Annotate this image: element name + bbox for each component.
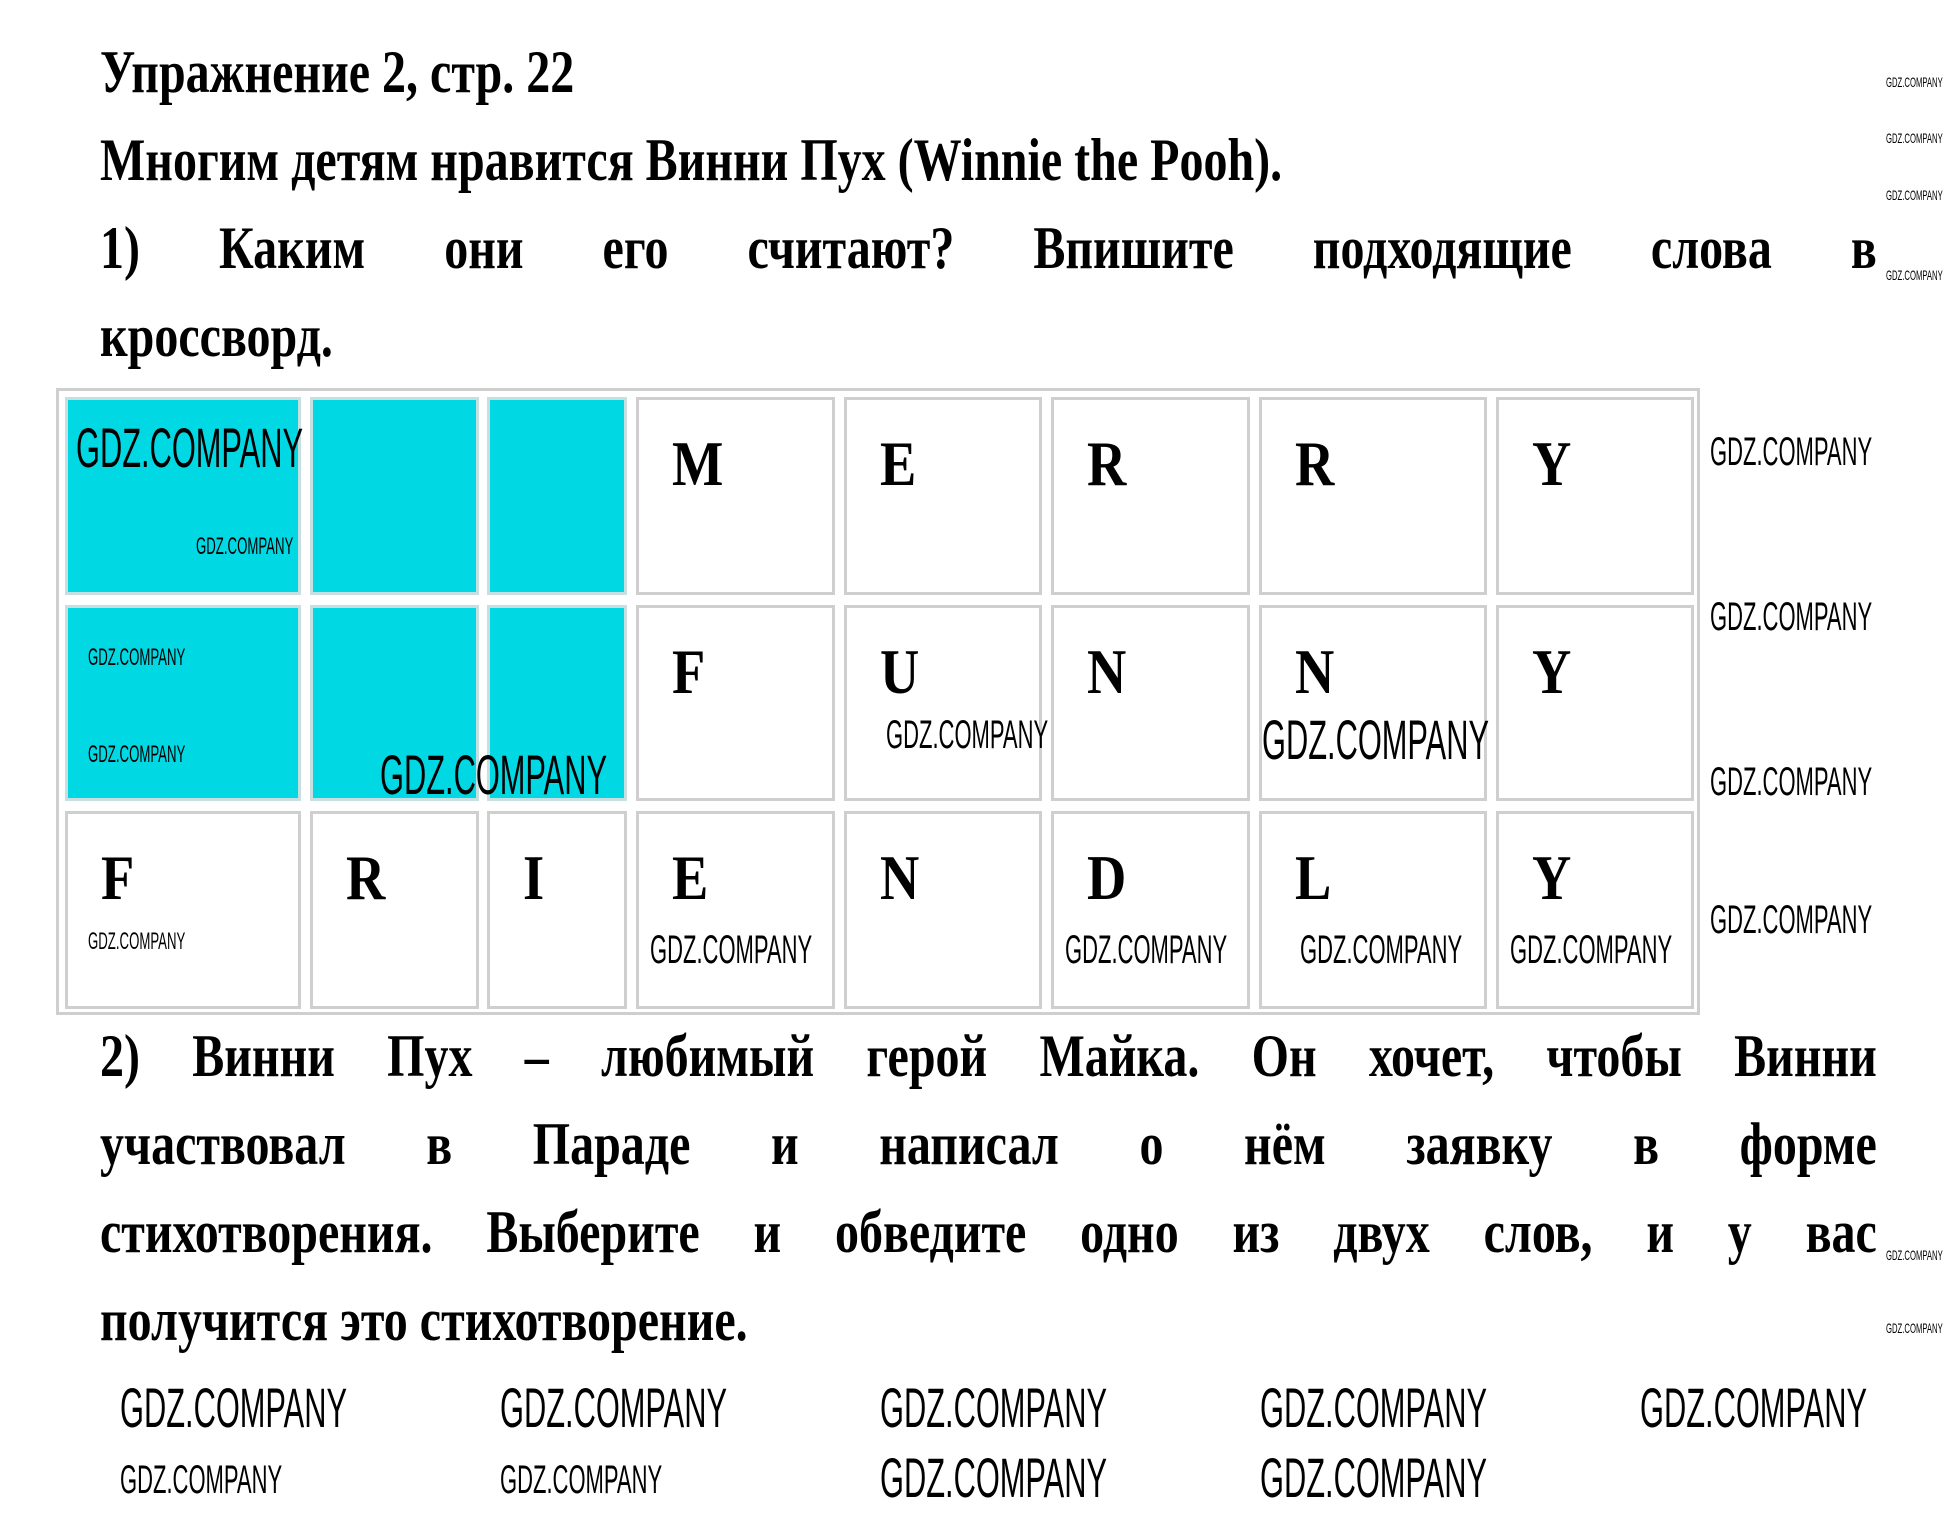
task2-line-2: участвовал в Параде и написал о нём заяв…	[100, 1111, 1877, 1177]
watermark: GDZ.COMPANY	[120, 1376, 348, 1439]
watermark: GDZ.COMPANY	[380, 743, 608, 806]
watermark: GDZ.COMPANY	[880, 1446, 1108, 1509]
crossword-letter: N	[1087, 636, 1127, 707]
crossword-letter: R	[1295, 428, 1335, 499]
watermark: GDZ.COMPANY	[76, 416, 304, 479]
crossword-letter: F	[101, 842, 135, 913]
watermark: GDZ.COMPANY	[1710, 898, 1873, 942]
watermark: GDZ.COMPANY	[196, 533, 294, 560]
crossword-letter: E	[880, 428, 917, 499]
crossword-cell: Y	[1496, 397, 1694, 595]
crossword-cell: Y	[1496, 811, 1694, 1009]
crossword-letter: N	[1295, 636, 1335, 707]
watermark: GDZ.COMPANY	[1886, 1247, 1943, 1263]
crossword-cell-blocked	[487, 605, 627, 801]
crossword-cell: R	[1259, 397, 1487, 595]
crossword-letter: U	[880, 636, 920, 707]
crossword-cell: F	[636, 605, 835, 801]
crossword-cell: I	[487, 811, 627, 1009]
crossword-cell: M	[636, 397, 835, 595]
task2-line-3: стихотворения. Выберите и обведите одно …	[100, 1199, 1877, 1265]
watermark: GDZ.COMPANY	[88, 741, 186, 768]
watermark: GDZ.COMPANY	[1710, 595, 1873, 639]
watermark: GDZ.COMPANY	[1300, 928, 1463, 972]
watermark: GDZ.COMPANY	[1886, 267, 1943, 283]
crossword-cell: N	[844, 811, 1042, 1009]
watermark: GDZ.COMPANY	[120, 1458, 283, 1502]
crossword-cell-blocked	[310, 397, 479, 595]
exercise-title: Упражнение 2, стр. 22	[100, 39, 575, 105]
intro-text: Многим детям нравится Винни Пух (Winnie …	[100, 127, 1283, 193]
watermark: GDZ.COMPANY	[886, 713, 1049, 757]
watermark: GDZ.COMPANY	[500, 1376, 728, 1439]
crossword-cell: L	[1259, 811, 1487, 1009]
crossword-cell-blocked	[65, 605, 301, 801]
watermark: GDZ.COMPANY	[880, 1376, 1108, 1439]
crossword-letter: L	[1295, 842, 1332, 913]
watermark: GDZ.COMPANY	[1886, 130, 1943, 146]
watermark: GDZ.COMPANY	[88, 928, 186, 955]
crossword-letter: Y	[1532, 842, 1572, 913]
crossword-letter: R	[1087, 428, 1127, 499]
crossword-cell: N	[1051, 605, 1250, 801]
task1-line-1: 1) Каким они его считают? Впишите подход…	[100, 215, 1877, 281]
task1-line-2: кроссворд.	[100, 303, 333, 369]
watermark: GDZ.COMPANY	[1640, 1376, 1868, 1439]
crossword-grid	[56, 388, 1700, 1015]
task2-line-4: получится это стихотворение.	[100, 1287, 748, 1353]
crossword-cell: E	[636, 811, 835, 1009]
watermark: GDZ.COMPANY	[1886, 187, 1943, 203]
watermark: GDZ.COMPANY	[1262, 708, 1490, 771]
crossword-letter: E	[672, 842, 709, 913]
crossword-cell-blocked	[65, 397, 301, 595]
crossword-cell-blocked	[487, 397, 627, 595]
watermark: GDZ.COMPANY	[1065, 928, 1228, 972]
crossword-letter: Y	[1532, 636, 1572, 707]
crossword-cell: E	[844, 397, 1042, 595]
crossword-letter: I	[523, 842, 545, 913]
watermark: GDZ.COMPANY	[650, 928, 813, 972]
crossword-cell: D	[1051, 811, 1250, 1009]
watermark: GDZ.COMPANY	[1260, 1376, 1488, 1439]
crossword-letter: M	[672, 428, 724, 499]
crossword-cell: R	[1051, 397, 1250, 595]
crossword-letter: F	[672, 636, 706, 707]
crossword-letter: R	[346, 842, 386, 913]
crossword-cell-blocked	[310, 605, 479, 801]
watermark: GDZ.COMPANY	[88, 644, 186, 671]
watermark: GDZ.COMPANY	[1510, 928, 1673, 972]
task2-line-1: 2) Винни Пух – любимый герой Майка. Он х…	[100, 1023, 1877, 1089]
crossword-letter: Y	[1532, 428, 1572, 499]
crossword-cell: N	[1259, 605, 1487, 801]
crossword-cell: Y	[1496, 605, 1694, 801]
crossword-cell: U	[844, 605, 1042, 801]
crossword-cell: R	[310, 811, 479, 1009]
watermark: GDZ.COMPANY	[1710, 430, 1873, 474]
crossword-letter: D	[1087, 842, 1127, 913]
watermark: GDZ.COMPANY	[1886, 1320, 1943, 1336]
crossword-letter: N	[880, 842, 920, 913]
watermark: GDZ.COMPANY	[1260, 1446, 1488, 1509]
crossword-cell: F	[65, 811, 301, 1009]
watermark: GDZ.COMPANY	[1710, 760, 1873, 804]
watermark: GDZ.COMPANY	[1886, 74, 1943, 90]
watermark: GDZ.COMPANY	[500, 1458, 663, 1502]
